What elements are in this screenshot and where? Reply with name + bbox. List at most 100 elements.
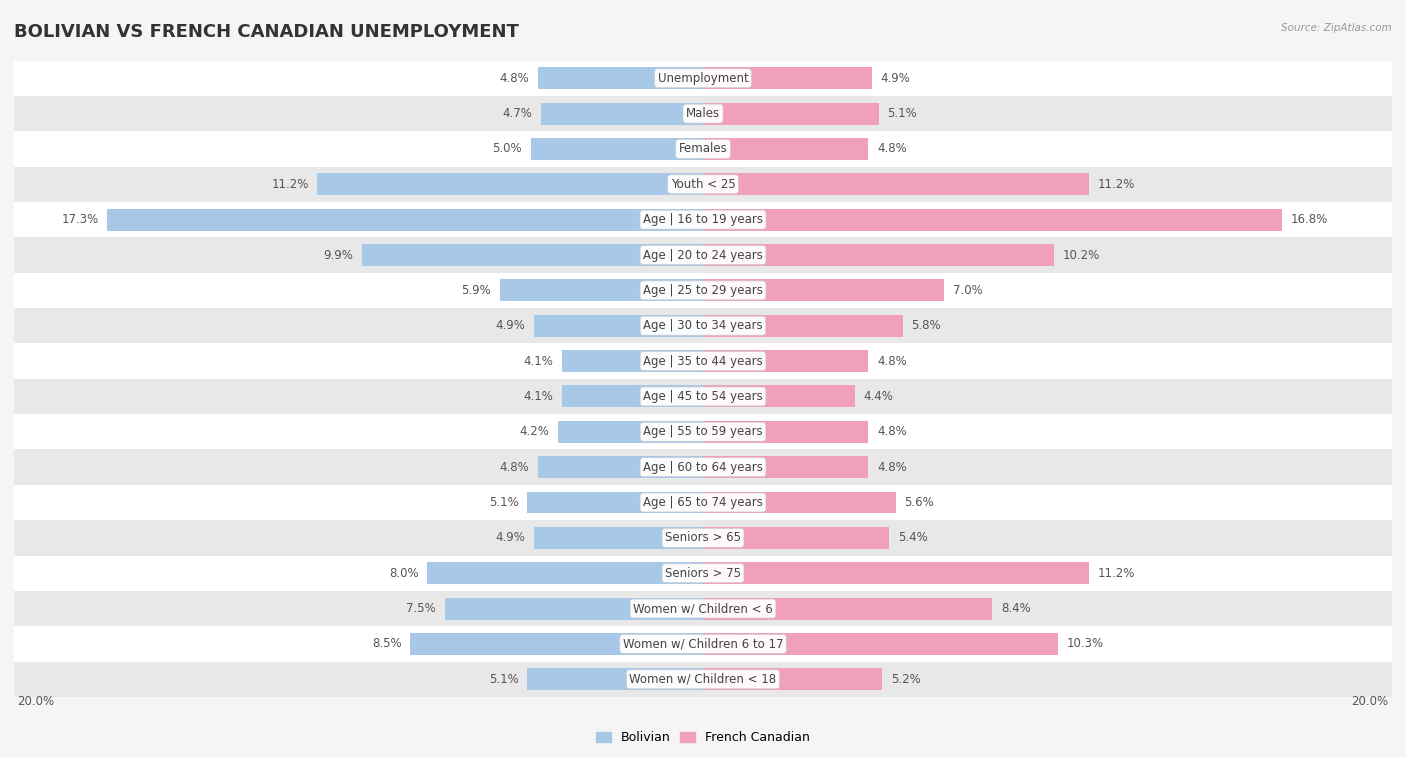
- Text: Age | 45 to 54 years: Age | 45 to 54 years: [643, 390, 763, 403]
- Text: 4.1%: 4.1%: [523, 354, 553, 368]
- Bar: [14, 556, 1392, 591]
- Bar: [534, 527, 703, 549]
- Text: 4.8%: 4.8%: [877, 461, 907, 474]
- Bar: [527, 668, 703, 690]
- Text: 4.8%: 4.8%: [877, 354, 907, 368]
- Bar: [411, 633, 703, 655]
- Text: Seniors > 75: Seniors > 75: [665, 567, 741, 580]
- Text: 8.0%: 8.0%: [389, 567, 419, 580]
- Bar: [14, 273, 1392, 308]
- Bar: [14, 202, 1392, 238]
- Bar: [562, 385, 703, 407]
- Text: 5.1%: 5.1%: [489, 673, 519, 686]
- Bar: [14, 591, 1392, 626]
- Bar: [14, 626, 1392, 662]
- Text: 4.9%: 4.9%: [880, 72, 910, 85]
- Text: 4.7%: 4.7%: [502, 107, 533, 120]
- Text: 5.2%: 5.2%: [891, 673, 921, 686]
- Text: 16.8%: 16.8%: [1291, 213, 1327, 226]
- Bar: [703, 456, 869, 478]
- Text: 11.2%: 11.2%: [271, 178, 308, 191]
- Bar: [703, 138, 869, 160]
- Text: Males: Males: [686, 107, 720, 120]
- Bar: [703, 209, 1282, 231]
- Bar: [499, 279, 703, 301]
- Bar: [14, 520, 1392, 556]
- Text: 17.3%: 17.3%: [62, 213, 98, 226]
- Bar: [703, 350, 869, 372]
- Legend: Bolivian, French Canadian: Bolivian, French Canadian: [591, 726, 815, 749]
- Bar: [527, 491, 703, 513]
- Bar: [703, 633, 1057, 655]
- Text: 10.3%: 10.3%: [1066, 637, 1104, 650]
- Text: 7.0%: 7.0%: [953, 284, 983, 297]
- Text: 11.2%: 11.2%: [1098, 178, 1135, 191]
- Bar: [427, 562, 703, 584]
- Text: Age | 35 to 44 years: Age | 35 to 44 years: [643, 354, 763, 368]
- Bar: [558, 421, 703, 443]
- Text: 7.5%: 7.5%: [406, 602, 436, 615]
- Text: Age | 65 to 74 years: Age | 65 to 74 years: [643, 496, 763, 509]
- Bar: [14, 344, 1392, 378]
- Bar: [14, 378, 1392, 414]
- Bar: [703, 597, 993, 619]
- Bar: [703, 244, 1054, 266]
- Text: 5.6%: 5.6%: [904, 496, 934, 509]
- Bar: [14, 484, 1392, 520]
- Bar: [703, 527, 889, 549]
- Bar: [531, 138, 703, 160]
- Bar: [14, 662, 1392, 697]
- Bar: [703, 67, 872, 89]
- Text: Females: Females: [679, 142, 727, 155]
- Bar: [318, 173, 703, 195]
- Text: 4.8%: 4.8%: [499, 72, 529, 85]
- Bar: [14, 308, 1392, 344]
- Bar: [107, 209, 703, 231]
- Text: 20.0%: 20.0%: [17, 695, 55, 708]
- Text: 8.4%: 8.4%: [1001, 602, 1031, 615]
- Bar: [14, 238, 1392, 273]
- Bar: [703, 385, 855, 407]
- Text: 9.9%: 9.9%: [323, 248, 353, 261]
- Text: 20.0%: 20.0%: [1351, 695, 1389, 708]
- Bar: [14, 61, 1392, 96]
- Bar: [703, 279, 945, 301]
- Text: Age | 16 to 19 years: Age | 16 to 19 years: [643, 213, 763, 226]
- Bar: [14, 167, 1392, 202]
- Text: Women w/ Children 6 to 17: Women w/ Children 6 to 17: [623, 637, 783, 650]
- Text: 5.9%: 5.9%: [461, 284, 491, 297]
- Bar: [703, 103, 879, 125]
- Bar: [537, 456, 703, 478]
- Bar: [361, 244, 703, 266]
- Text: Age | 60 to 64 years: Age | 60 to 64 years: [643, 461, 763, 474]
- Text: 4.9%: 4.9%: [496, 531, 526, 544]
- Text: Youth < 25: Youth < 25: [671, 178, 735, 191]
- Text: 8.5%: 8.5%: [373, 637, 402, 650]
- Text: Unemployment: Unemployment: [658, 72, 748, 85]
- Bar: [703, 315, 903, 337]
- Text: Seniors > 65: Seniors > 65: [665, 531, 741, 544]
- Text: Age | 25 to 29 years: Age | 25 to 29 years: [643, 284, 763, 297]
- Text: 4.9%: 4.9%: [496, 319, 526, 332]
- Bar: [562, 350, 703, 372]
- Text: 4.8%: 4.8%: [877, 425, 907, 438]
- Text: 10.2%: 10.2%: [1063, 248, 1101, 261]
- Bar: [14, 450, 1392, 484]
- Text: 4.8%: 4.8%: [499, 461, 529, 474]
- Bar: [541, 103, 703, 125]
- Bar: [14, 414, 1392, 450]
- Bar: [14, 96, 1392, 131]
- Bar: [703, 668, 882, 690]
- Bar: [703, 562, 1088, 584]
- Text: 4.1%: 4.1%: [523, 390, 553, 403]
- Bar: [703, 421, 869, 443]
- Bar: [534, 315, 703, 337]
- Text: 4.2%: 4.2%: [520, 425, 550, 438]
- Bar: [703, 491, 896, 513]
- Text: 5.4%: 5.4%: [897, 531, 928, 544]
- Bar: [537, 67, 703, 89]
- Text: BOLIVIAN VS FRENCH CANADIAN UNEMPLOYMENT: BOLIVIAN VS FRENCH CANADIAN UNEMPLOYMENT: [14, 23, 519, 41]
- Text: Age | 55 to 59 years: Age | 55 to 59 years: [643, 425, 763, 438]
- Text: 4.8%: 4.8%: [877, 142, 907, 155]
- Text: 5.0%: 5.0%: [492, 142, 522, 155]
